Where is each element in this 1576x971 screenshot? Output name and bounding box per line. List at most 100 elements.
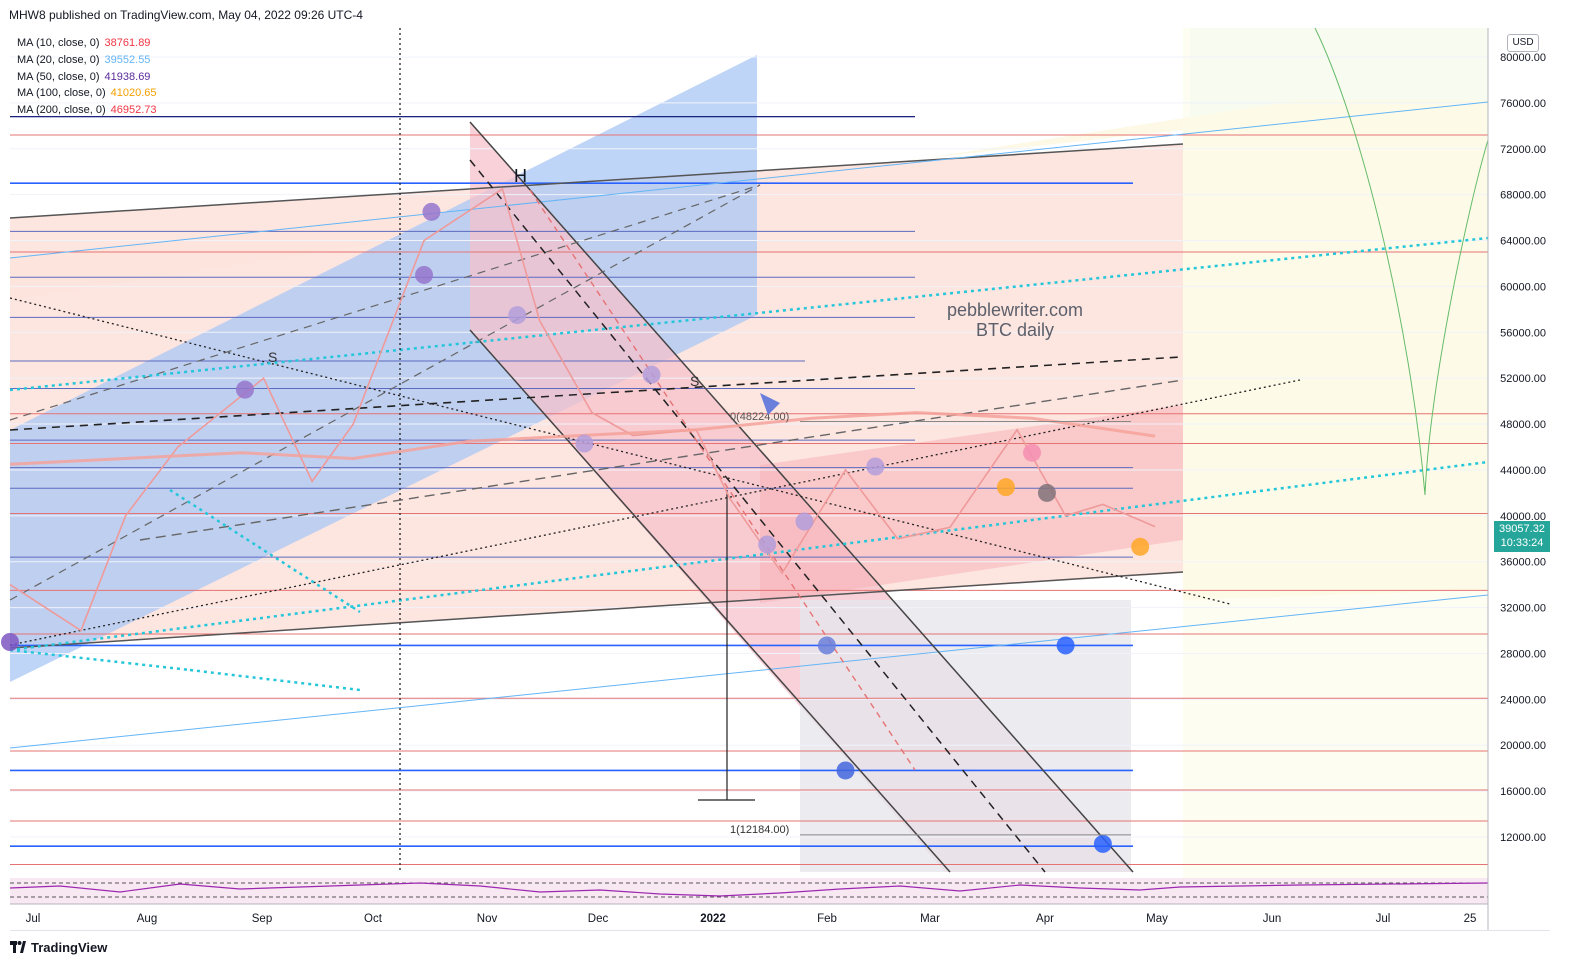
last-price: 39057.32 [1499, 523, 1545, 535]
time-tick-label: 25 [1464, 913, 1477, 925]
zone-blue-channel [10, 55, 757, 682]
arrow-marker-icon [760, 393, 780, 415]
chart-watermark: pebblewriter.com BTC daily [905, 300, 1125, 340]
price-tick-label: 80000.00 [1500, 52, 1546, 64]
price-axis[interactable]: 80000.00 76000.00 72000.00 68000.00 64000.00… [1500, 52, 1546, 844]
channel-lower [469, 329, 951, 873]
shoulder-left-label: S [268, 349, 277, 365]
price-tick-label: 28000.00 [1500, 648, 1546, 660]
cycle-markers [1, 202, 1150, 853]
legend-value: 46952.73 [110, 104, 157, 117]
channel-mid-dash [469, 159, 1046, 873]
price-tick-label: 56000.00 [1500, 327, 1546, 339]
fib-zero-label: 0(48224.00) [730, 411, 789, 423]
price-tick-label: 32000.00 [1500, 603, 1546, 615]
legend-value: 39552.55 [104, 53, 151, 66]
trend-lines [9, 27, 1489, 873]
currency-selector[interactable]: USD [1507, 34, 1539, 52]
time-tick-label: Dec [588, 913, 609, 925]
zone-future [1183, 28, 1488, 878]
time-tick-label: Jul [26, 913, 41, 925]
cycle-marker [642, 365, 661, 384]
cycle-marker [795, 512, 814, 531]
lower-trendline [9, 571, 1184, 649]
bar-countdown: 10:33:24 [1500, 537, 1544, 549]
time-tick-label: Apr [1036, 913, 1054, 925]
legend-row[interactable]: MA (50, close, 0) 41938.69 [17, 69, 157, 86]
watermark-site: pebblewriter.com [946, 300, 1084, 320]
time-tick-label: Jun [1263, 913, 1282, 925]
legend-label: MA (20, close, 0) [17, 53, 100, 66]
upper-trendline [9, 143, 1184, 219]
publish-info: MHW8 published on TradingView.com, May 0… [9, 8, 363, 22]
time-tick-label: Feb [817, 913, 837, 925]
price-series [9, 187, 1156, 632]
legend-row[interactable]: MA (10, close, 0) 38761.89 [17, 35, 157, 52]
horizontal-levels [10, 116, 1488, 866]
legend-label: MA (50, close, 0) [17, 70, 100, 83]
rsi-pane [9, 878, 1489, 904]
cycle-marker [1023, 443, 1042, 462]
cycle-marker [817, 636, 836, 655]
cycle-marker [836, 761, 855, 780]
blue-channel-low [9, 184, 761, 601]
legend-row[interactable]: MA (100, close, 0) 41020.65 [17, 85, 157, 102]
price-tick-label: 44000.00 [1500, 465, 1546, 477]
footer-brand[interactable]: TradingView [10, 940, 107, 955]
cycle-arc [1314, 27, 1489, 496]
legend-value: 41020.65 [110, 87, 157, 100]
legend-row[interactable]: MA (20, close, 0) 39552.55 [17, 52, 157, 69]
time-tick-label: May [1146, 913, 1168, 925]
time-axis[interactable]: Jul Aug Sep Oct Nov Dec 2022 Feb Mar Apr May Jun Jul… [26, 913, 1477, 925]
price-tick-label: 20000.00 [1500, 740, 1546, 752]
price-tick-label: 68000.00 [1500, 190, 1546, 202]
legend-value: 41938.69 [104, 70, 151, 83]
cyan-dotted-left2 [189, 668, 361, 692]
price-tick-label: 76000.00 [1500, 98, 1546, 110]
legend-row[interactable]: MA (200, close, 0) 46952.73 [17, 102, 157, 119]
time-tick-label: Mar [920, 913, 940, 925]
chart-annotations: H S S 0(48224.00) 1(12184.00) [268, 166, 1131, 836]
cycle-marker [422, 202, 441, 221]
footer-brand-name: TradingView [31, 940, 108, 955]
price-tick-label: 60000.00 [1500, 281, 1546, 293]
price-tick-label: 64000.00 [1500, 236, 1546, 248]
cycle-marker [575, 434, 594, 453]
cycle-marker [1093, 834, 1112, 853]
price-tick-label: 48000.00 [1500, 419, 1546, 431]
cycle-marker [866, 457, 885, 476]
shoulder-right-label: S [690, 373, 699, 389]
price-tick-label: 36000.00 [1500, 557, 1546, 569]
zone-grey [800, 600, 1131, 872]
indicator-legend: MA (10, close, 0) 38761.89 MA (20, close, … [17, 35, 157, 119]
cycle-marker [996, 478, 1015, 497]
cycle-marker [1056, 636, 1075, 655]
last-price-badge: 39057.32 10:33:24 [1494, 521, 1550, 552]
cycle-marker [1037, 483, 1056, 502]
time-tick-label: Oct [364, 913, 383, 925]
zone-rising-wedge [760, 405, 1183, 603]
cycle-marker [508, 306, 527, 325]
blue-channel-mid [9, 184, 761, 421]
time-tick-label: Nov [477, 913, 498, 925]
cycle-marker [1131, 537, 1150, 556]
long-resistance-line [9, 101, 1489, 259]
legend-label: MA (200, close, 0) [17, 104, 106, 117]
cycle-marker [758, 535, 777, 554]
time-tick-label: 2022 [700, 913, 726, 925]
time-tick-label: Aug [137, 913, 157, 925]
price-tick-label: 72000.00 [1500, 144, 1546, 156]
cyan-dotted-lower [9, 460, 1489, 652]
head-label: H [514, 166, 527, 186]
tradingview-logo-icon [10, 941, 26, 953]
cycle-marker [415, 265, 434, 284]
time-tick-label: Sep [252, 913, 272, 925]
fib-one-label: 1(12184.00) [730, 824, 789, 836]
time-tick-label: Jul [1376, 913, 1391, 925]
legend-value: 38761.89 [104, 37, 151, 49]
price-tick-label: 16000.00 [1500, 786, 1546, 798]
legend-label: MA (100, close, 0) [17, 87, 106, 100]
cyan-dotted-left [9, 648, 191, 672]
price-tick-label: 52000.00 [1500, 373, 1546, 385]
